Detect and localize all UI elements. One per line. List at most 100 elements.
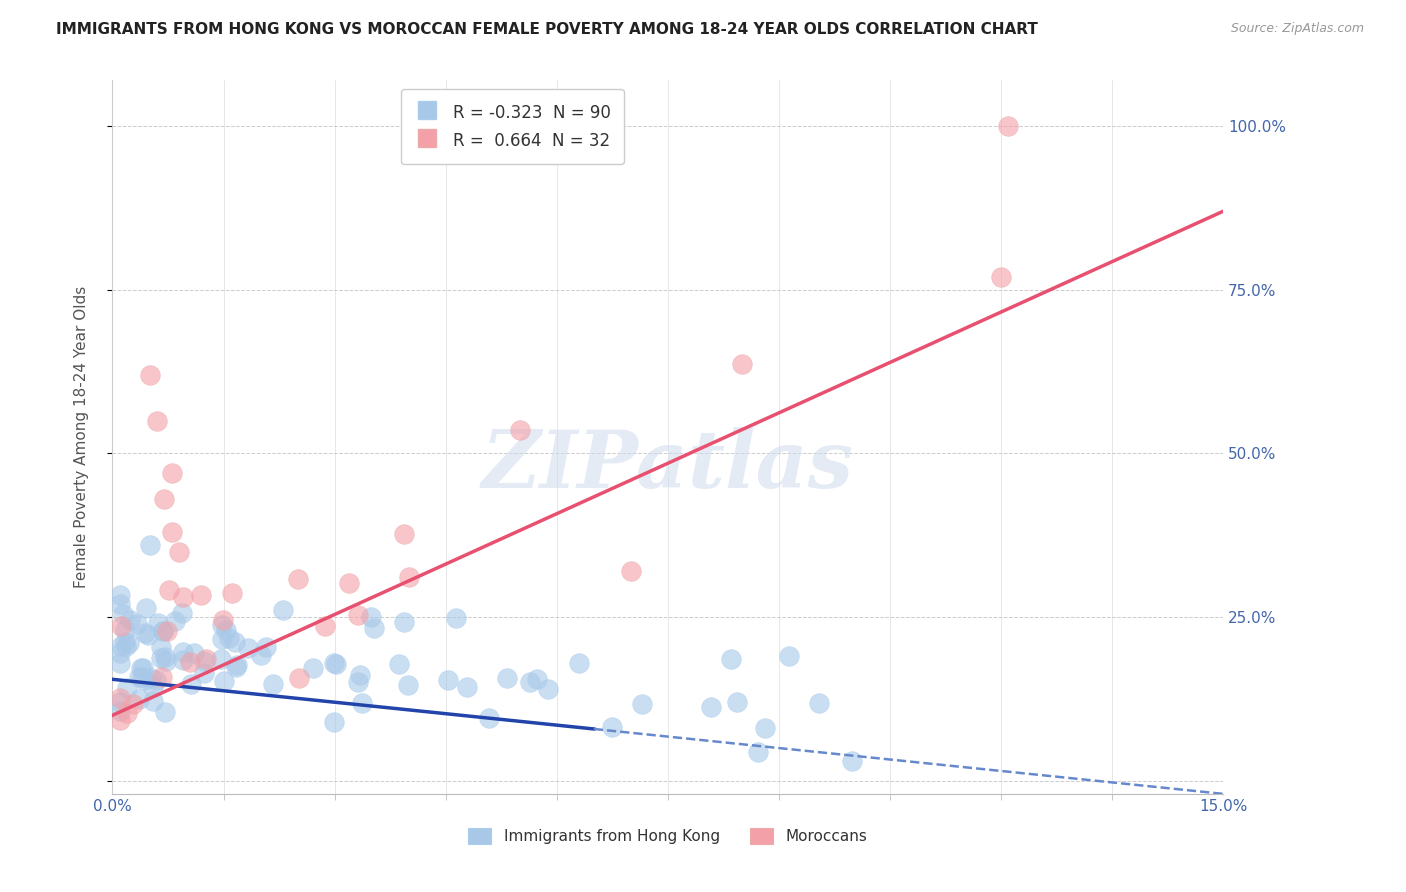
Point (519, 675, 541, 690)
Point (108, 695, 131, 709)
Point (132, 661, 155, 675)
Point (347, 608, 370, 623)
Point (437, 673, 460, 687)
Point (172, 653, 194, 667)
Point (167, 544, 190, 558)
Point (496, 671, 519, 685)
Point (287, 572, 309, 586)
Text: ZIPatlas: ZIPatlas (482, 427, 853, 504)
Point (388, 657, 411, 671)
Point (209, 651, 232, 665)
Point (156, 624, 179, 639)
Point (114, 635, 136, 649)
Point (108, 704, 131, 718)
Point (215, 623, 238, 637)
Point (146, 615, 169, 630)
Point (720, 651, 742, 665)
Point (263, 677, 285, 691)
Point (153, 492, 176, 507)
Legend: Immigrants from Hong Kong, Moroccans: Immigrants from Hong Kong, Moroccans (463, 822, 873, 850)
Point (600, 720, 623, 734)
Point (444, 611, 467, 625)
Point (250, 648, 273, 662)
Point (153, 705, 176, 719)
Point (172, 645, 194, 659)
Point (152, 624, 174, 639)
Point (150, 651, 173, 665)
Point (754, 721, 776, 735)
Point (172, 590, 194, 604)
Point (620, 564, 643, 578)
Point (125, 616, 148, 631)
Point (211, 632, 233, 646)
Point (121, 697, 143, 711)
Text: IMMIGRANTS FROM HONG KONG VS MOROCCAN FEMALE POVERTY AMONG 18-24 YEAR OLDS CORRE: IMMIGRANTS FROM HONG KONG VS MOROCCAN FE… (56, 22, 1038, 37)
Point (132, 673, 155, 687)
Point (347, 675, 370, 690)
Point (138, 538, 160, 552)
Point (841, 754, 863, 768)
Point (631, 698, 654, 712)
Point (314, 619, 336, 633)
Point (211, 617, 233, 632)
Point (150, 640, 173, 654)
Point (990, 269, 1012, 284)
Point (131, 670, 153, 684)
Point (146, 414, 169, 428)
Point (115, 681, 138, 695)
Point (179, 655, 201, 669)
Point (807, 696, 830, 710)
Point (301, 661, 323, 675)
Point (138, 368, 160, 382)
Point (218, 631, 240, 645)
Y-axis label: Female Poverty Among 18-24 Year Olds: Female Poverty Among 18-24 Year Olds (75, 286, 89, 588)
Point (456, 680, 478, 694)
Point (526, 672, 548, 686)
Point (325, 657, 347, 671)
Point (134, 625, 156, 640)
Point (150, 669, 173, 683)
Point (194, 652, 217, 666)
Point (157, 583, 180, 598)
Point (108, 713, 131, 727)
Point (136, 628, 159, 642)
Point (108, 690, 131, 705)
Point (142, 680, 165, 694)
Point (170, 606, 193, 620)
Text: Source: ZipAtlas.com: Source: ZipAtlas.com (1230, 22, 1364, 36)
Point (108, 646, 131, 660)
Point (108, 656, 131, 670)
Point (226, 657, 249, 672)
Point (322, 715, 344, 730)
Point (110, 619, 132, 633)
Point (699, 699, 721, 714)
Point (238, 640, 260, 655)
Point (128, 670, 150, 684)
Point (111, 607, 134, 621)
Point (114, 639, 136, 653)
Point (394, 527, 416, 541)
Point (165, 615, 187, 629)
Point (110, 639, 132, 653)
Point (747, 745, 769, 759)
Point (398, 570, 420, 584)
Point (997, 119, 1019, 133)
Point (254, 640, 277, 654)
Point (108, 597, 131, 611)
Point (180, 677, 202, 691)
Point (118, 636, 141, 650)
Point (363, 621, 385, 635)
Point (118, 613, 141, 627)
Point (190, 588, 212, 602)
Point (183, 646, 205, 660)
Point (141, 671, 163, 685)
Point (152, 624, 174, 638)
Point (160, 466, 183, 480)
Point (394, 615, 416, 629)
Point (193, 654, 215, 668)
Point (135, 601, 157, 615)
Point (128, 691, 150, 706)
Point (478, 711, 501, 725)
Point (145, 673, 167, 687)
Point (537, 682, 560, 697)
